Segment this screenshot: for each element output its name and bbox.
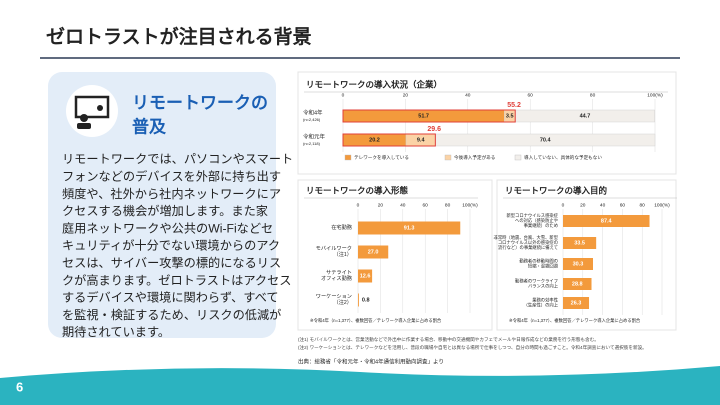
value-label: 51.7	[418, 113, 429, 119]
left-panel	[48, 72, 276, 338]
value-label: 33.5	[574, 240, 585, 246]
x-tick-label: 20	[403, 92, 409, 98]
chart-frame	[297, 179, 493, 331]
bar	[358, 293, 359, 307]
bar	[563, 297, 590, 309]
category-note: (n=2,118)	[303, 141, 321, 146]
category-label: ワーケーション（注2）	[316, 293, 352, 306]
x-tick-label: 100(%)	[647, 92, 663, 98]
category-label: 非常時（地震、台風、大雪、新型コロナウイルス以外の感染症の流行など）の事業継続に…	[494, 234, 559, 251]
x-tick-label: 40	[465, 92, 471, 98]
x-tick-label: 60	[528, 92, 534, 98]
value-label: 87.4	[601, 218, 613, 224]
bar	[563, 215, 650, 227]
x-tick-label: 60	[423, 202, 429, 208]
value-label: 91.3	[404, 225, 415, 231]
source: 出典：総務省「令和元年・令和4年通信利用動向調査」より	[298, 357, 444, 365]
value-label: 70.4	[540, 137, 552, 143]
value-label: 28.8	[572, 281, 583, 287]
category-label: サテライトオフィス勤務	[321, 269, 353, 282]
body-text: するデバイスや環境に関わらず、すべて	[62, 290, 279, 305]
x-tick-label: 80	[445, 202, 451, 208]
panel-title: 普及	[132, 116, 167, 136]
legend-swatch	[444, 154, 452, 161]
footer-wave	[0, 366, 720, 405]
bar	[563, 278, 592, 290]
x-tick-label: 80	[590, 92, 596, 98]
category-label: 令和元年	[303, 132, 326, 140]
legend-label: 導入していない、具体的な予定もない	[524, 154, 602, 161]
body-text: を監視・検証するため、リスクの低減が	[62, 307, 281, 322]
body-text: セスは、サイバー攻撃の標的になるリス	[62, 255, 281, 270]
chart-frame	[297, 71, 677, 175]
value-label: 44.7	[580, 113, 591, 119]
bar	[358, 245, 389, 259]
x-tick-label: 100(%)	[654, 202, 670, 208]
total-label: 55.2	[507, 102, 521, 109]
category-label: 新型コロナウイルス感染症への対応（感染防止や事業継続）のため	[506, 212, 558, 229]
x-tick-label: 80	[640, 202, 646, 208]
legend-label: テレワークを導入している	[354, 154, 409, 161]
total-outline	[342, 109, 516, 123]
page-number: 6	[16, 379, 23, 394]
body-text: フォンなどのデバイスを外部に持ち出す	[62, 169, 281, 184]
x-tick-label: 0	[562, 202, 565, 208]
value-label: 26.3	[571, 300, 582, 306]
bar	[563, 237, 597, 249]
x-tick-label: 0	[357, 202, 360, 208]
category-note: (n=2,426)	[303, 117, 321, 122]
chart-title: リモートワークの導入目的	[505, 185, 608, 195]
legend-swatch	[344, 154, 352, 161]
total-outline	[342, 133, 436, 147]
footnote: (注1) モバイルワークとは、営業活動などで外出中に作業する場合、移動中の交通機…	[298, 336, 599, 343]
panel-title: リモートワークの	[132, 93, 268, 112]
x-tick-label: 20	[378, 202, 384, 208]
bar	[563, 258, 593, 270]
x-tick-label: 0	[342, 92, 345, 98]
bar	[358, 269, 373, 283]
bar	[358, 221, 461, 235]
body-text: 頻度や、社外から社内ネットワークにア	[62, 186, 281, 201]
footnote: (注2) ワーケーションとは、テレワークなどを活用し、普段の職場や自宅とは異なる…	[298, 344, 647, 351]
x-tick-label: 20	[580, 202, 586, 208]
body-text: キュリティが十分でない環境からのアク	[62, 238, 280, 253]
x-tick-label: 100(%)	[462, 202, 478, 208]
chart-footnote: ※令和4年（n=1,377）、複数回答／テレワーク導入企業に占める割合	[509, 317, 641, 324]
category-label: 業務の効率性（生産性）の向上	[524, 297, 559, 309]
total-label: 29.6	[427, 126, 441, 133]
value-label: 27.0	[368, 249, 379, 255]
category-label: 勤務者の移動時間の短縮・混雑回避	[519, 258, 558, 270]
body-text: 期待されています。	[62, 325, 170, 339]
chart-title: リモートワークの導入状況（企業）	[306, 79, 442, 89]
chart-title: リモートワークの導入形態	[306, 185, 409, 195]
body-text: 庭用ネットワークや公共のWi-Fiなどセ	[62, 220, 273, 235]
category-label: 在宅勤務	[331, 223, 353, 231]
category-label: 令和4年	[303, 108, 323, 116]
x-tick-label: 60	[620, 202, 626, 208]
x-tick-label: 40	[400, 202, 406, 208]
icon-person-screen	[74, 95, 110, 129]
value-label: 3.5	[506, 113, 514, 119]
category-label: モバイルワーク（注1）	[316, 245, 352, 258]
slide-title: ゼロトラストが注目される背景	[46, 25, 312, 48]
category-label: 勤務者のワークライフバランスの向上	[515, 278, 559, 290]
legend-label: 今後導入予定がある	[454, 154, 495, 161]
value-label: 12.6	[360, 273, 371, 279]
value-label: 30.3	[573, 261, 584, 267]
body-text: リモートワークでは、パソコンやスマート	[62, 152, 293, 166]
body-text: クセスする機会が増加します。また家	[62, 203, 268, 218]
legend-swatch	[514, 154, 522, 161]
x-tick-label: 40	[600, 202, 606, 208]
value-label: 20.2	[369, 137, 380, 143]
icon-circle	[66, 85, 118, 137]
body-text: クが高まります。ゼロトラストはアクセス	[62, 272, 292, 287]
chart-footnote: ※令和4年（n=1,377）、複数回答／テレワーク導入企業に占める割合	[310, 317, 442, 324]
value-label: 9.4	[417, 137, 426, 143]
value-label: 0.8	[362, 297, 370, 303]
